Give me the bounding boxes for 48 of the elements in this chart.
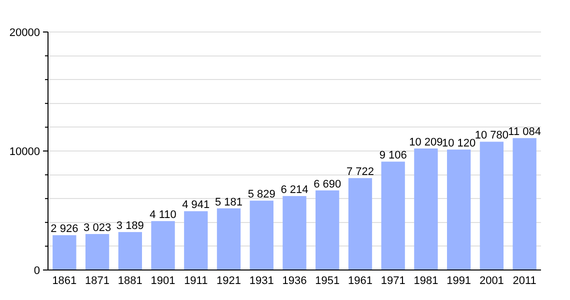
data-label: 10 120 — [442, 138, 476, 150]
bar — [316, 190, 340, 270]
data-label: 5 829 — [248, 188, 276, 201]
data-label: 7 722 — [346, 166, 374, 178]
x-tick-label: 1861 — [52, 275, 77, 287]
x-tick-label: 2011 — [512, 275, 536, 287]
data-label: 6 690 — [314, 178, 342, 190]
data-label: 10 780 — [474, 130, 509, 142]
bar — [512, 138, 536, 270]
data-label: 5 181 — [215, 196, 243, 208]
x-tick-label: 1871 — [85, 275, 110, 287]
x-tick-label: 1911 — [184, 275, 208, 287]
bar — [250, 200, 274, 270]
bar — [52, 235, 76, 270]
bar — [348, 178, 372, 270]
data-label: 6 214 — [280, 184, 308, 196]
y-tick-label: 0 — [34, 264, 40, 277]
x-tick-label: 1991 — [446, 275, 472, 287]
data-label: 9 106 — [379, 150, 407, 162]
bar — [282, 196, 306, 270]
x-tick-label: 1971 — [380, 275, 406, 287]
x-tick-label: 2001 — [479, 275, 504, 287]
data-label: 3 189 — [116, 220, 144, 232]
bar — [85, 234, 110, 270]
x-tick-label: 1981 — [414, 275, 438, 287]
bar — [480, 142, 504, 270]
x-tick-label: 1901 — [150, 275, 176, 287]
data-label: 4 941 — [182, 199, 210, 212]
bar — [414, 148, 438, 270]
y-tick-label: 20000 — [9, 26, 40, 39]
x-tick-label: 1936 — [282, 275, 307, 287]
x-tick-label: 1921 — [216, 275, 242, 287]
data-label: 10 209 — [409, 136, 443, 149]
x-tick-label: 1951 — [315, 275, 340, 287]
data-label: 11 084 — [508, 126, 541, 138]
bar — [118, 232, 142, 270]
bar — [216, 208, 241, 270]
data-label: 2 926 — [50, 223, 78, 236]
data-label: 3 023 — [84, 222, 112, 234]
x-tick-label: 1931 — [249, 275, 274, 287]
x-tick-label: 1961 — [348, 275, 372, 287]
bar — [151, 221, 175, 270]
bar — [184, 211, 208, 270]
bar — [381, 162, 405, 270]
data-label: 4 110 — [150, 209, 176, 222]
x-tick-label: 1881 — [118, 275, 142, 287]
y-tick-label: 10000 — [9, 146, 40, 158]
bar — [447, 150, 471, 270]
